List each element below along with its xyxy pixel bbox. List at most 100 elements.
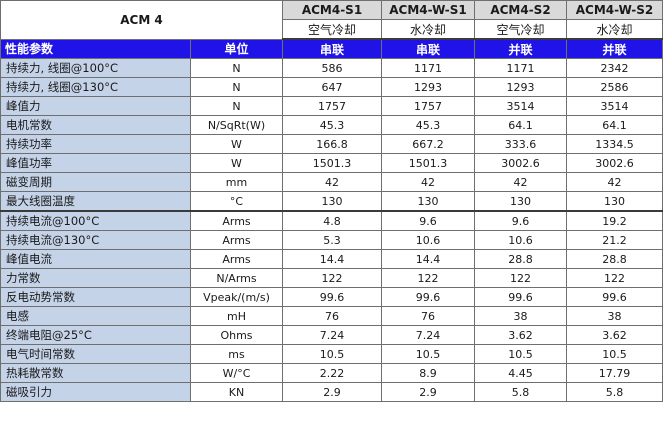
table-row: 终端电阻@25°C Ohms 7.24 7.24 3.62 3.62 xyxy=(0,325,663,345)
value-cell: 3.62 xyxy=(474,325,567,345)
unit-cell: °C xyxy=(190,191,283,212)
value-cell: 10.5 xyxy=(566,344,663,364)
value-cell: 38 xyxy=(566,306,663,326)
value-cell: 99.6 xyxy=(381,287,475,307)
value-cell: 2.9 xyxy=(381,382,475,402)
value-cell: 1171 xyxy=(381,58,475,78)
table-row: 反电动势常数 Vpeak/(m/s) 99.6 99.6 99.6 99.6 xyxy=(0,287,663,307)
param-name-cell: 电感 xyxy=(0,306,191,326)
param-name-cell: 电气时间常数 xyxy=(0,344,191,364)
unit-cell: N xyxy=(190,96,283,116)
table-row: 峰值电流 Arms 14.4 14.4 28.8 28.8 xyxy=(0,249,663,269)
cooling-row: 空气冷却 水冷却 空气冷却 水冷却 xyxy=(1,19,663,40)
param-name-cell: 持续力, 线圈@130°C xyxy=(0,77,191,97)
value-cell: 64.1 xyxy=(474,115,567,135)
cooling-acm4-s1: 空气冷却 xyxy=(282,19,382,40)
model-row: ACM 4 ACM4-S1 ACM4-W-S1 ACM4-S2 ACM4-W-S… xyxy=(0,0,663,40)
value-cell: 45.3 xyxy=(381,115,475,135)
value-cell: 99.6 xyxy=(566,287,663,307)
value-cell: 3002.6 xyxy=(474,153,567,173)
param-name-cell: 峰值电流 xyxy=(0,249,191,269)
model-acm4-w-s2: ACM4-W-S2 xyxy=(566,0,663,20)
value-cell: 38 xyxy=(474,306,567,326)
value-cell: 7.24 xyxy=(381,325,475,345)
value-cell: 76 xyxy=(282,306,382,326)
value-cell: 3514 xyxy=(566,96,663,116)
unit-cell: N xyxy=(190,58,283,78)
value-cell: 19.2 xyxy=(566,210,663,231)
value-cell: 586 xyxy=(282,58,382,78)
value-cell: 10.6 xyxy=(381,230,475,250)
connection-header-acm4-s2: 并联 xyxy=(474,38,567,59)
table-row: 峰值功率 W 1501.3 1501.3 3002.6 3002.6 xyxy=(0,153,663,173)
param-name-cell: 反电动势常数 xyxy=(0,287,191,307)
value-cell: 333.6 xyxy=(474,134,567,154)
unit-cell: W xyxy=(190,134,283,154)
value-cell: 42 xyxy=(566,172,663,192)
param-name-cell: 热耗散常数 xyxy=(0,363,191,383)
unit-cell: N/SqRt(W) xyxy=(190,115,283,135)
connection-header-acm4-w-s1: 串联 xyxy=(381,38,475,59)
table-row: 持续电流@100°C Arms 4.8 9.6 9.6 19.2 xyxy=(0,210,663,231)
cooling-acm4-s2: 空气冷却 xyxy=(474,19,567,40)
table-row: 最大线圈温度 °C 130 130 130 130 xyxy=(0,191,663,212)
value-cell: 10.6 xyxy=(474,230,567,250)
table-row: 电感 mH 76 76 38 38 xyxy=(0,306,663,326)
value-cell: 4.45 xyxy=(474,363,567,383)
param-name-cell: 电机常数 xyxy=(0,115,191,135)
value-cell: 1501.3 xyxy=(381,153,475,173)
value-cell: 28.8 xyxy=(566,249,663,269)
value-cell: 2.9 xyxy=(282,382,382,402)
unit-cell: Arms xyxy=(190,210,283,231)
value-cell: 4.8 xyxy=(282,210,382,231)
param-name-cell: 峰值功率 xyxy=(0,153,191,173)
table-row: 峰值力 N 1757 1757 3514 3514 xyxy=(0,96,663,116)
table-row: 持续力, 线圈@100°C N 586 1171 1171 2342 xyxy=(0,58,663,78)
value-cell: 42 xyxy=(282,172,382,192)
value-cell: 10.5 xyxy=(282,344,382,364)
value-cell: 122 xyxy=(566,268,663,288)
value-cell: 647 xyxy=(282,77,382,97)
table-row: 磁变周期 mm 42 42 42 42 xyxy=(0,172,663,192)
value-cell: 3002.6 xyxy=(566,153,663,173)
value-cell: 7.24 xyxy=(282,325,382,345)
value-cell: 17.79 xyxy=(566,363,663,383)
unit-cell: Vpeak/(m/s) xyxy=(190,287,283,307)
param-name-cell: 磁吸引力 xyxy=(0,382,191,402)
table-row: 持续力, 线圈@130°C N 647 1293 1293 2586 xyxy=(0,77,663,97)
value-cell: 10.5 xyxy=(381,344,475,364)
value-cell: 130 xyxy=(474,191,567,212)
value-cell: 3514 xyxy=(474,96,567,116)
value-cell: 1334.5 xyxy=(566,134,663,154)
table-row: 持续电流@130°C Arms 5.3 10.6 10.6 21.2 xyxy=(0,230,663,250)
column-header-row: 性能参数 单位 串联 串联 并联 并联 xyxy=(0,38,663,59)
param-name-cell: 力常数 xyxy=(0,268,191,288)
value-cell: 166.8 xyxy=(282,134,382,154)
value-cell: 64.1 xyxy=(566,115,663,135)
value-cell: 5.8 xyxy=(566,382,663,402)
value-cell: 122 xyxy=(381,268,475,288)
value-cell: 130 xyxy=(282,191,382,212)
param-name-cell: 持续功率 xyxy=(0,134,191,154)
value-cell: 5.8 xyxy=(474,382,567,402)
value-cell: 3.62 xyxy=(566,325,663,345)
unit-cell: N/Arms xyxy=(190,268,283,288)
value-cell: 2342 xyxy=(566,58,663,78)
param-name-cell: 持续电流@130°C xyxy=(0,230,191,250)
table-row: 持续功率 W 166.8 667.2 333.6 1334.5 xyxy=(0,134,663,154)
value-cell: 1293 xyxy=(474,77,567,97)
param-name-cell: 持续力, 线圈@100°C xyxy=(0,58,191,78)
value-cell: 2586 xyxy=(566,77,663,97)
model-acm4-s1: ACM4-S1 xyxy=(282,0,382,20)
unit-cell: Ohms xyxy=(190,325,283,345)
param-name-cell: 峰值力 xyxy=(0,96,191,116)
value-cell: 8.9 xyxy=(381,363,475,383)
value-cell: 45.3 xyxy=(282,115,382,135)
table-title: ACM 4 xyxy=(0,0,283,40)
model-acm4-s2: ACM4-S2 xyxy=(474,0,567,20)
unit-cell: W/°C xyxy=(190,363,283,383)
param-name-cell: 持续电流@100°C xyxy=(0,210,191,231)
value-cell: 1293 xyxy=(381,77,475,97)
value-cell: 10.5 xyxy=(474,344,567,364)
unit-cell: ms xyxy=(190,344,283,364)
